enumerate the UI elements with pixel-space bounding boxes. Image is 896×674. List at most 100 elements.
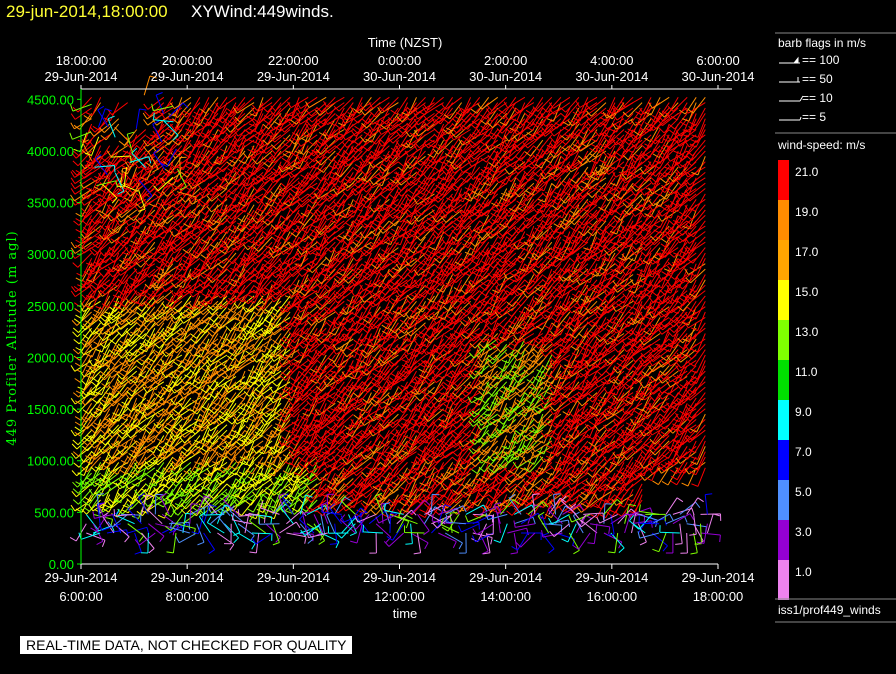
wind-barb xyxy=(162,419,183,434)
wind-barb xyxy=(206,166,228,179)
wind-barb xyxy=(108,241,129,258)
wind-barb xyxy=(185,145,201,165)
wind-barb xyxy=(239,247,255,267)
wind-barb xyxy=(198,397,219,414)
wind-barb xyxy=(84,150,102,169)
wind-barb xyxy=(129,365,147,384)
wind-barb xyxy=(207,139,228,156)
wind-barb xyxy=(112,252,129,272)
wind-barb xyxy=(135,193,156,209)
wind-barb xyxy=(220,134,237,153)
wind-barb xyxy=(162,268,183,284)
wind-barb xyxy=(180,494,201,510)
wind-barb xyxy=(74,290,93,308)
wind-barb xyxy=(83,483,102,502)
wind-barb xyxy=(139,344,156,363)
wind-barb xyxy=(106,145,128,158)
wind-barb xyxy=(193,97,210,116)
wind-barb xyxy=(147,435,165,454)
wind-barb xyxy=(216,150,237,165)
wind-barb xyxy=(89,241,111,256)
wind-barb xyxy=(215,96,237,110)
wind-barb xyxy=(190,166,210,183)
wind-barb xyxy=(70,359,92,372)
wind-barb xyxy=(157,499,174,519)
wind-barb xyxy=(74,365,93,383)
wind-barb xyxy=(651,258,670,276)
wind-barb xyxy=(125,279,147,293)
wind-barb xyxy=(164,247,183,265)
wind-barb xyxy=(164,478,183,496)
wind-barb xyxy=(103,268,120,288)
wind-barb xyxy=(104,236,120,256)
wind-barb xyxy=(614,306,634,322)
wind-barb xyxy=(338,145,354,165)
wind-barb xyxy=(134,451,156,466)
wind-barb xyxy=(217,145,237,162)
wind-barb xyxy=(152,290,174,304)
wind-barb xyxy=(88,499,110,512)
wind-barb xyxy=(220,494,237,513)
wind-barb xyxy=(262,96,282,113)
wind-barb xyxy=(193,209,210,229)
wind-barb xyxy=(134,467,156,481)
wind-barb xyxy=(209,231,228,249)
wind-barb xyxy=(186,365,201,385)
wind-barb xyxy=(80,333,101,348)
wind-barb xyxy=(626,327,643,347)
wind-barb xyxy=(515,96,535,113)
wind-barb xyxy=(172,397,192,415)
wind-barb xyxy=(160,177,183,189)
wind-barb xyxy=(247,284,264,304)
wind-barb xyxy=(81,413,101,430)
wind-barb xyxy=(189,300,210,316)
wind-barb xyxy=(153,182,174,199)
wind-barb xyxy=(525,123,544,141)
wind-barb xyxy=(73,209,92,226)
wind-barb xyxy=(158,242,174,262)
wind-barb xyxy=(75,494,93,513)
header-timestamp: 29-jun-2014,18:00:00 xyxy=(6,2,168,21)
wind-barb xyxy=(216,462,237,478)
wind-barb xyxy=(554,290,571,309)
wind-barb xyxy=(108,408,129,424)
wind-barb xyxy=(180,193,201,209)
wind-barb xyxy=(181,354,201,371)
wind-barb xyxy=(157,236,174,256)
wind-barb xyxy=(125,349,147,363)
wind-barb xyxy=(207,279,228,295)
wind-barb xyxy=(345,102,363,120)
wind-barb xyxy=(165,483,183,502)
wind-barb xyxy=(408,478,426,496)
wind-barb xyxy=(194,338,210,358)
wind-barb xyxy=(124,478,147,490)
wind-barb xyxy=(578,118,598,135)
wind-barb xyxy=(164,413,183,432)
wind-barb xyxy=(137,413,156,431)
wind-barb xyxy=(120,446,138,465)
wind-barb xyxy=(220,139,237,159)
wind-barb xyxy=(185,290,201,310)
wind-barb xyxy=(174,113,192,132)
wind-barb xyxy=(194,446,210,466)
wind-barb xyxy=(219,290,237,309)
wind-barb xyxy=(95,392,111,412)
wind-barb xyxy=(108,247,129,263)
wind-barb xyxy=(209,97,228,115)
wind-barb xyxy=(111,456,129,475)
barb-field-upper xyxy=(70,96,706,520)
wind-barb xyxy=(146,462,165,480)
wind-barb xyxy=(113,483,129,504)
wind-barb xyxy=(204,285,219,305)
wind-barb xyxy=(75,386,93,405)
wind-barb xyxy=(161,327,183,341)
wind-barb xyxy=(199,268,219,285)
wind-barb xyxy=(201,424,219,443)
wind-barb xyxy=(144,472,165,489)
wind-barb xyxy=(172,188,192,205)
wind-barb xyxy=(173,295,192,313)
wind-barb xyxy=(101,462,120,480)
wind-barb xyxy=(103,381,120,401)
wind-barb xyxy=(92,145,111,163)
wind-barb xyxy=(106,161,128,174)
